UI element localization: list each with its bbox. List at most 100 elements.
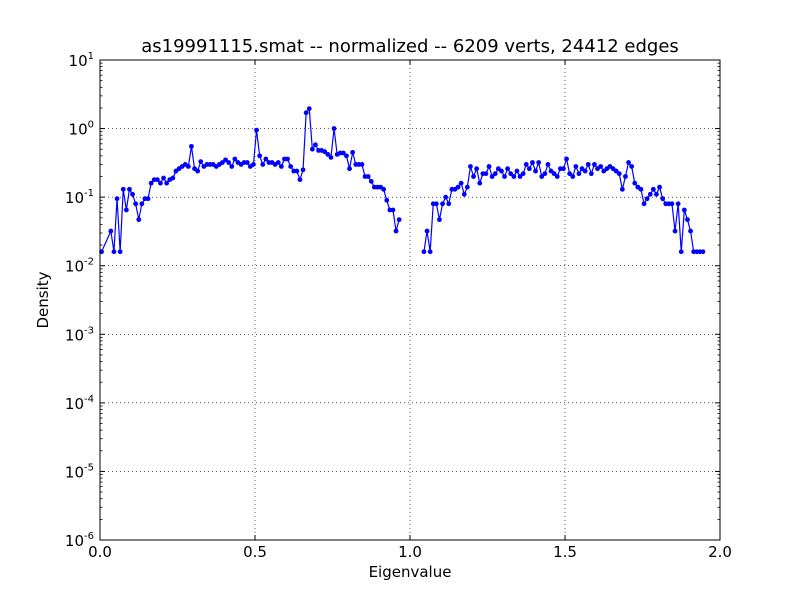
data-point — [170, 175, 176, 181]
x-tick-label: 0.0 — [88, 543, 112, 561]
data-point — [477, 180, 483, 186]
data-point — [136, 217, 142, 223]
data-point — [443, 194, 449, 200]
data-point — [526, 166, 532, 172]
data-point — [328, 154, 334, 160]
y-tick-label: 10-4 — [65, 394, 94, 413]
data-point — [331, 126, 337, 131]
data-point — [427, 249, 433, 255]
data-point — [300, 167, 306, 173]
data-point — [368, 178, 374, 184]
data-point — [499, 168, 504, 174]
y-axis: 10-6 10-5 10-4 10-3 10-2 10-1 100 101 — [65, 51, 720, 550]
data-point — [530, 160, 535, 165]
data-point — [424, 228, 430, 234]
data-point — [229, 164, 235, 169]
data-point — [520, 171, 526, 177]
data-point — [260, 162, 266, 167]
data-point — [629, 164, 635, 169]
data-point — [564, 156, 569, 162]
data-point — [440, 201, 445, 207]
data-point — [669, 201, 675, 207]
data-point — [675, 201, 681, 207]
data-point — [313, 142, 318, 148]
chart-title: as19991115.smat -- normalized -- 6209 ve… — [141, 36, 679, 57]
data-point — [644, 196, 650, 202]
x-tick-label: 1.5 — [553, 543, 577, 561]
y-tick-label: 10-6 — [65, 531, 94, 550]
data-point — [458, 180, 464, 186]
y-tick-label: 100 — [69, 120, 94, 139]
data-point — [350, 149, 356, 155]
data-point — [158, 180, 163, 186]
series-layer — [99, 106, 706, 255]
data-point — [598, 164, 604, 169]
data-point — [254, 127, 259, 133]
data-point — [390, 207, 396, 213]
data-point — [517, 174, 523, 179]
data-point — [365, 174, 371, 179]
data-point — [195, 168, 201, 174]
data-point — [288, 164, 294, 169]
data-point — [344, 153, 349, 159]
data-point — [582, 168, 588, 174]
data-point — [588, 171, 594, 177]
y-tick-label: 10-2 — [65, 257, 94, 276]
data-point — [161, 175, 166, 181]
data-point — [567, 171, 573, 177]
x-tick-label: 0.5 — [243, 543, 267, 561]
data-point — [114, 196, 120, 202]
data-point — [123, 207, 129, 213]
data-point — [654, 191, 659, 197]
data-point — [492, 171, 498, 177]
data-point — [551, 171, 557, 177]
data-point — [685, 217, 690, 223]
data-point — [511, 174, 517, 179]
data-point — [185, 164, 191, 169]
data-point — [139, 201, 145, 207]
data-point — [464, 184, 470, 190]
data-point — [294, 168, 300, 174]
data-point — [303, 110, 309, 116]
data-point — [244, 160, 250, 165]
data-point — [297, 177, 303, 183]
y-axis-label: Density — [34, 271, 52, 328]
y-tick-label: 101 — [69, 51, 94, 70]
data-point — [306, 106, 312, 112]
data-point — [396, 217, 402, 223]
data-point — [232, 156, 238, 162]
data-point — [592, 162, 597, 167]
data-point — [681, 207, 687, 213]
data-point — [523, 162, 529, 167]
y-tick-label: 10-5 — [65, 462, 94, 481]
data-point — [471, 174, 476, 179]
data-point — [164, 180, 170, 186]
data-point — [325, 152, 331, 157]
data-point — [226, 160, 232, 165]
data-point — [536, 160, 542, 165]
data-point — [486, 164, 492, 169]
data-point — [545, 162, 551, 167]
y-tick-label: 10-3 — [65, 325, 94, 344]
data-point — [455, 184, 461, 190]
data-point — [433, 201, 439, 207]
data-point — [573, 164, 579, 169]
data-point — [570, 174, 576, 179]
data-point — [623, 174, 628, 179]
data-point — [285, 156, 290, 162]
data-point — [251, 162, 256, 167]
data-point — [257, 153, 263, 159]
data-point — [130, 191, 135, 197]
data-point — [585, 162, 591, 167]
data-point — [340, 150, 346, 156]
data-point — [554, 174, 560, 179]
data-point — [561, 166, 566, 172]
data-point — [309, 146, 315, 152]
data-point — [641, 201, 647, 207]
data-point — [154, 177, 160, 183]
data-point — [474, 166, 480, 172]
data-point — [678, 249, 684, 255]
data-point — [322, 149, 328, 155]
